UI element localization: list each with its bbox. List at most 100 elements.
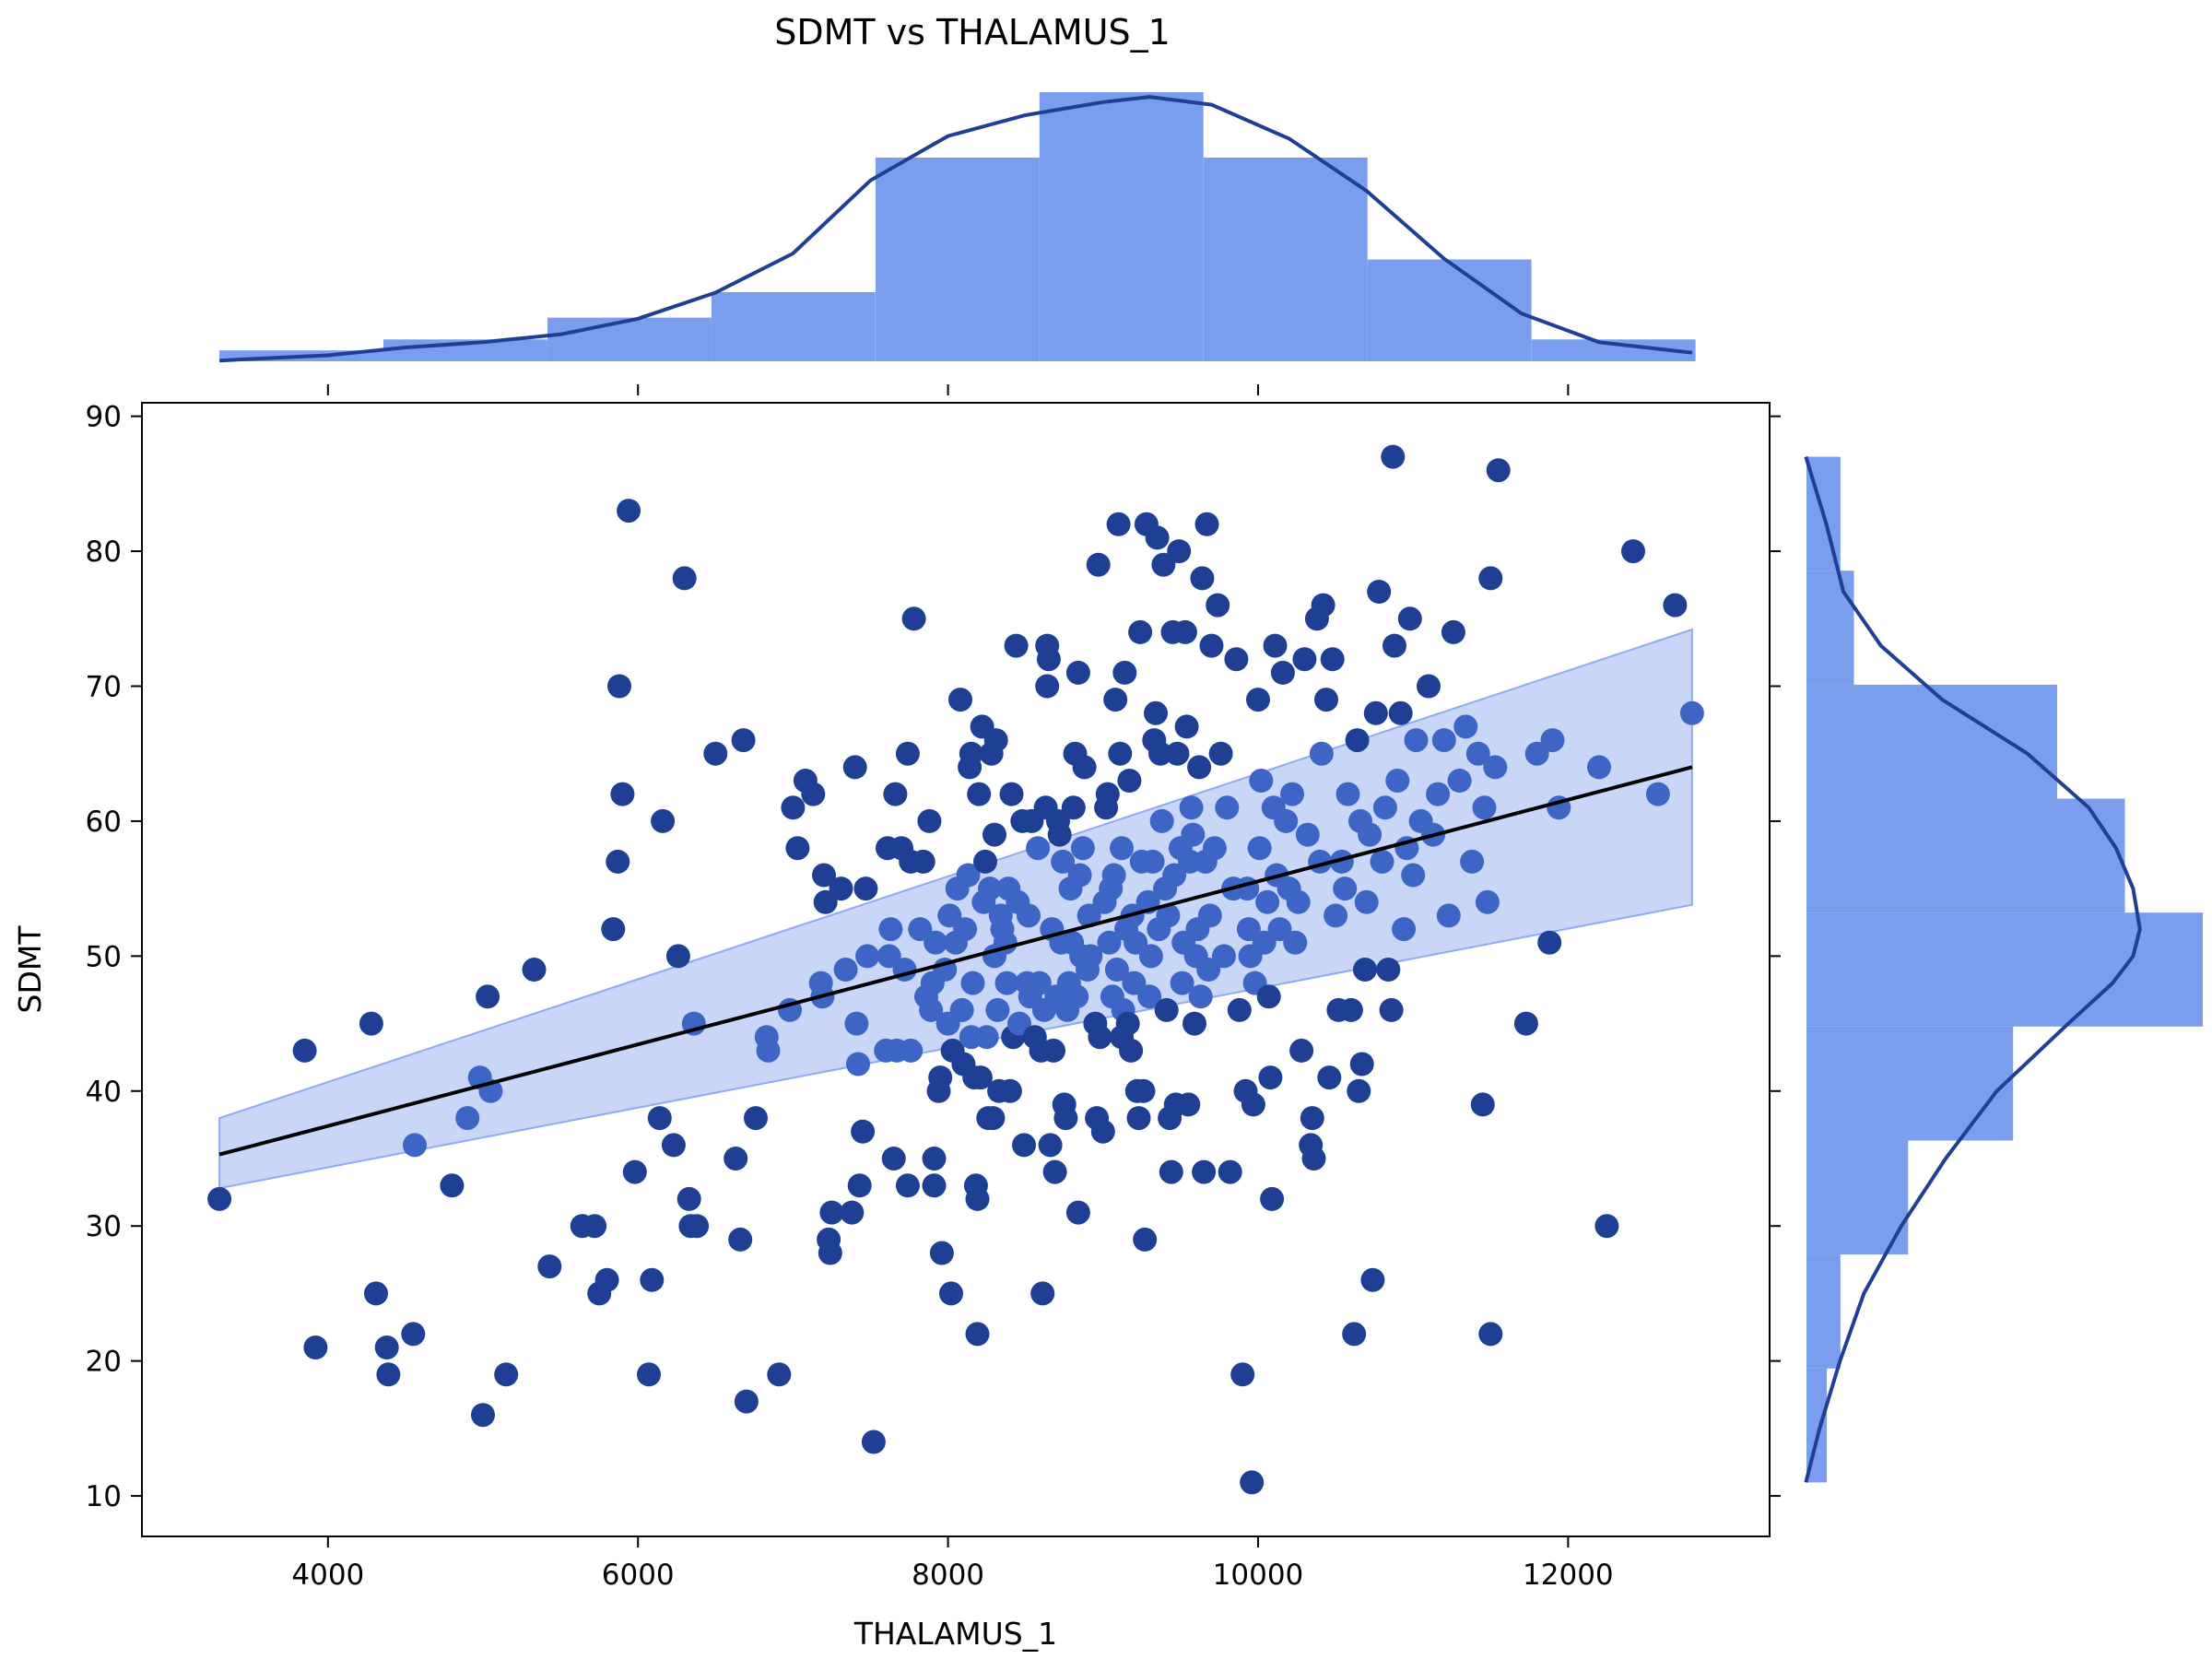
scatter-point <box>1042 1159 1067 1184</box>
scatter-point <box>617 499 641 524</box>
x-axis-ticks: 4000 6000 8000 10000 12000 <box>291 384 1614 1592</box>
scatter-point <box>801 782 826 806</box>
scatter-point <box>1154 997 1179 1022</box>
scatter-point <box>1188 984 1213 1009</box>
scatter-point <box>853 877 878 901</box>
scatter-point <box>359 1011 383 1036</box>
scatter-point <box>1397 606 1422 631</box>
scatter-point <box>1483 755 1508 780</box>
scatter-point <box>1436 903 1461 928</box>
scatter-point <box>1267 917 1292 942</box>
scatter-point <box>1465 741 1490 766</box>
scatter-point <box>878 917 903 942</box>
x-histogram-bar <box>1367 259 1532 361</box>
scatter-point <box>374 1335 399 1359</box>
scatter-point <box>1078 944 1103 969</box>
scatter-point <box>594 1267 619 1292</box>
regression-line <box>218 765 1693 1157</box>
scatter-point <box>1128 619 1153 644</box>
scatter-point <box>1167 539 1192 564</box>
scatter-point <box>1255 889 1280 914</box>
scatter-point <box>1370 849 1394 874</box>
scatter-point <box>1065 660 1090 685</box>
scatter-point <box>756 1038 781 1063</box>
scatter-point <box>1070 836 1095 861</box>
scatter-point <box>899 1038 924 1063</box>
x-tick-label: 12000 <box>1523 1559 1614 1592</box>
scatter-point <box>953 917 978 942</box>
y-histogram-bar <box>1806 798 2125 913</box>
scatter-point <box>1295 822 1320 847</box>
scatter-point <box>1447 769 1472 793</box>
scatter-point <box>981 1106 1006 1131</box>
scatter-point <box>1286 889 1311 914</box>
x-histogram-bar <box>711 292 876 361</box>
x-histogram-bars <box>219 92 1696 361</box>
scatter-point <box>1645 782 1670 806</box>
scatter-point <box>1090 1119 1115 1144</box>
scatter-point <box>922 1173 947 1198</box>
scatter-point <box>601 917 626 942</box>
scatter-point <box>917 808 942 833</box>
scatter-points <box>207 444 1704 1495</box>
scatter-point <box>685 1214 710 1239</box>
scatter-point <box>1263 633 1288 658</box>
scatter-point <box>1151 552 1176 577</box>
y-tick-label: 80 <box>86 535 122 569</box>
x-tick-label: 10000 <box>1213 1559 1304 1592</box>
scatter-point <box>928 1065 953 1090</box>
scatter-point <box>1192 1159 1217 1184</box>
scatter-point <box>1230 1362 1255 1387</box>
scatter-point <box>1202 836 1227 861</box>
scatter-point <box>1417 674 1441 699</box>
scatter-point <box>744 1106 768 1131</box>
scatter-point <box>883 782 908 806</box>
scatter-point <box>1194 512 1219 536</box>
scatter-point <box>1385 769 1410 793</box>
scatter-point <box>1320 647 1345 672</box>
scatter-point <box>937 903 962 928</box>
scatter-point <box>476 984 500 1009</box>
scatter-point <box>949 997 974 1022</box>
scatter-point <box>703 741 728 766</box>
scatter-point <box>1170 971 1194 995</box>
scatter-point <box>1145 525 1170 550</box>
x-kde-curve <box>219 95 1693 363</box>
scatter-point <box>1249 769 1274 793</box>
scatter-point <box>911 849 935 874</box>
scatter-point <box>1165 741 1190 766</box>
scatter-point <box>1247 836 1272 861</box>
scatter-point <box>1095 782 1120 806</box>
y-histogram-bar <box>1806 1254 1841 1369</box>
scatter-point <box>997 1078 1022 1103</box>
scatter-point <box>471 1403 495 1428</box>
scatter-point <box>1376 958 1401 982</box>
scatter-point <box>1012 1133 1036 1158</box>
scatter-point <box>847 1173 872 1198</box>
scatter-point <box>861 1430 886 1454</box>
scatter-point <box>983 728 1008 753</box>
scatter-point <box>819 1200 844 1225</box>
scatter-point <box>1172 619 1197 644</box>
scatter-point <box>1117 769 1142 793</box>
scatter-point <box>956 863 981 888</box>
scatter-point <box>1311 593 1335 618</box>
scatter-point <box>829 877 853 901</box>
scatter-point <box>1199 633 1224 658</box>
scatter-point <box>1133 1227 1158 1252</box>
scatter-point <box>1367 580 1392 604</box>
scatter-point <box>1401 863 1426 888</box>
scatter-point <box>1478 566 1503 591</box>
scatter-point <box>840 1200 865 1225</box>
scatter-point <box>1470 1092 1495 1117</box>
scatter-point <box>1088 1025 1112 1050</box>
scatter-point <box>855 944 880 969</box>
scatter-point <box>1227 997 1252 1022</box>
scatter-point <box>1274 808 1299 833</box>
scatter-point <box>1453 714 1478 739</box>
scatter-point <box>1065 984 1089 1009</box>
scatter-point <box>1187 755 1212 780</box>
scatter-point <box>818 1241 842 1265</box>
y-tick-label: 90 <box>86 401 122 434</box>
scatter-point <box>731 728 756 753</box>
